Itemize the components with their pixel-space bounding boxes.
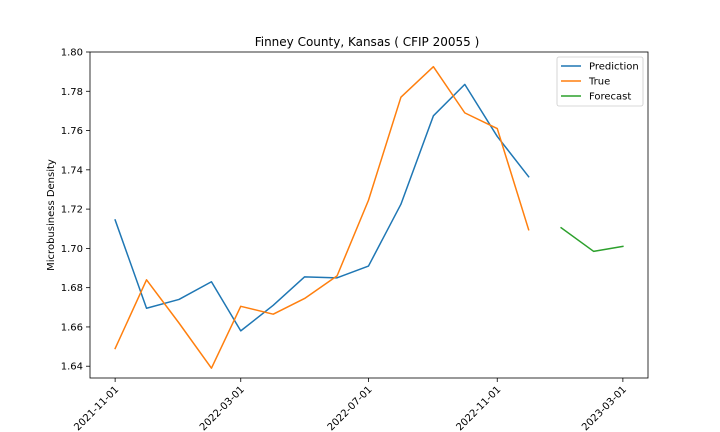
legend-label-true: True — [588, 77, 610, 88]
legend-box — [556, 56, 644, 107]
series-line-true — [114, 65, 530, 369]
chart-title: Finney County, Kansas ( CFIP 20055 ) — [255, 35, 480, 49]
y-tick-label: 1.72 — [61, 205, 83, 216]
y-tick-label: 1.64 — [61, 362, 83, 373]
y-tick-label: 1.70 — [61, 244, 83, 255]
y-tick-label: 1.80 — [61, 48, 83, 59]
plot-frame — [89, 51, 649, 379]
x-tick-label: 2023-03-01 — [580, 384, 629, 432]
legend: Prediction True Forecast — [556, 56, 644, 107]
y-tick-label: 1.66 — [61, 322, 83, 333]
y-axis-label: Microbusiness Density — [46, 159, 57, 271]
series-layer — [114, 65, 624, 369]
y-tick-label: 1.78 — [61, 87, 83, 98]
y-tick-label: 1.74 — [61, 165, 83, 176]
series-line-forecast — [560, 226, 624, 253]
series-line-prediction — [114, 83, 530, 332]
y-tick-label: 1.76 — [61, 126, 83, 137]
legend-label-prediction: Prediction — [589, 62, 639, 73]
y-tick-label: 1.68 — [61, 283, 83, 294]
x-tick-label: 2022-03-01 — [198, 384, 247, 432]
x-tick-label: 2022-11-01 — [454, 384, 503, 432]
legend-label-forecast: Forecast — [589, 92, 631, 103]
x-tick-label: 2022-07-01 — [326, 384, 375, 432]
x-tick-label: 2021-11-01 — [72, 384, 121, 432]
